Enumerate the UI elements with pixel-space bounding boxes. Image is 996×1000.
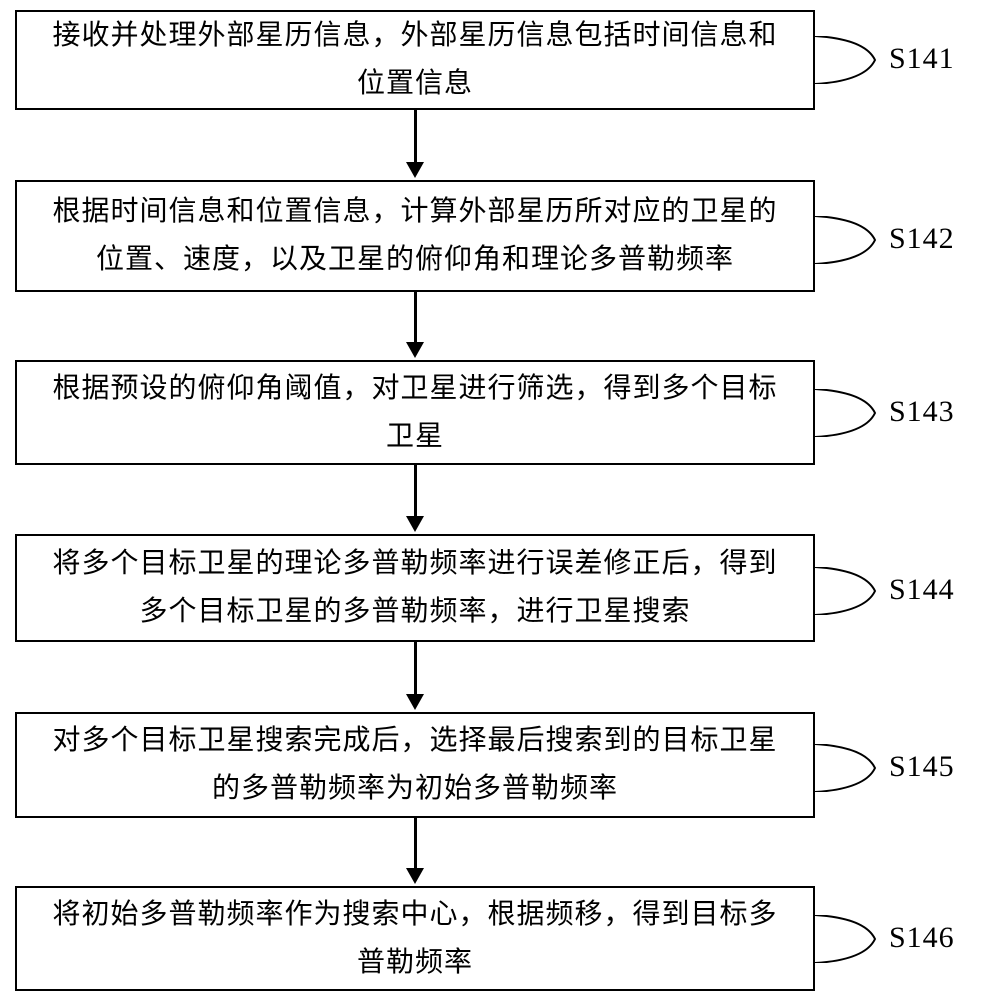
node-text-s142: 根据时间信息和位置信息，计算外部星历所对应的卫星的 位置、速度，以及卫星的俯仰角… [52, 188, 777, 283]
arrow-s143-s144 [414, 465, 417, 518]
step-label-s142: S142 [889, 222, 955, 256]
connector-curve-s146 [815, 915, 889, 963]
node-text-s145: 对多个目标卫星搜索完成后，选择最后搜索到的目标卫星 的多普勒频率为初始多普勒频率 [52, 717, 777, 812]
arrow-head-s142-s143 [406, 342, 424, 358]
node-text-s146: 将初始多普勒频率作为搜索中心，根据频移，得到目标多 普勒频率 [52, 891, 777, 986]
step-label-s141: S141 [889, 42, 955, 76]
flowchart-node-s142: 根据时间信息和位置信息，计算外部星历所对应的卫星的 位置、速度，以及卫星的俯仰角… [15, 180, 815, 292]
step-label-s143: S143 [889, 395, 955, 429]
step-label-s144: S144 [889, 573, 955, 607]
step-label-s145: S145 [889, 750, 955, 784]
arrow-s144-s145 [414, 642, 417, 696]
node-text-s143: 根据预设的俯仰角阈值，对卫星进行筛选，得到多个目标 卫星 [52, 365, 777, 460]
connector-curve-s141 [815, 36, 889, 84]
arrow-head-s143-s144 [406, 516, 424, 532]
connector-curve-s143 [815, 389, 889, 437]
arrow-s142-s143 [414, 292, 417, 344]
arrow-s141-s142 [414, 110, 417, 164]
flowchart-node-s143: 根据预设的俯仰角阈值，对卫星进行筛选，得到多个目标 卫星 [15, 360, 815, 465]
connector-curve-s142 [815, 216, 889, 264]
arrow-head-s145-s146 [406, 868, 424, 884]
connector-curve-s145 [815, 744, 889, 792]
flowchart-node-s141: 接收并处理外部星历信息，外部星历信息包括时间信息和 位置信息 [15, 10, 815, 110]
node-text-s144: 将多个目标卫星的理论多普勒频率进行误差修正后，得到 多个目标卫星的多普勒频率，进… [52, 540, 777, 635]
flowchart-canvas: 接收并处理外部星历信息，外部星历信息包括时间信息和 位置信息 S141 根据时间… [0, 0, 996, 1000]
arrow-head-s144-s145 [406, 694, 424, 710]
arrow-s145-s146 [414, 818, 417, 870]
connector-curve-s144 [815, 567, 889, 615]
arrow-head-s141-s142 [406, 162, 424, 178]
flowchart-node-s145: 对多个目标卫星搜索完成后，选择最后搜索到的目标卫星 的多普勒频率为初始多普勒频率 [15, 712, 815, 818]
flowchart-node-s146: 将初始多普勒频率作为搜索中心，根据频移，得到目标多 普勒频率 [15, 886, 815, 991]
step-label-s146: S146 [889, 921, 955, 955]
node-text-s141: 接收并处理外部星历信息，外部星历信息包括时间信息和 位置信息 [52, 12, 777, 107]
flowchart-node-s144: 将多个目标卫星的理论多普勒频率进行误差修正后，得到 多个目标卫星的多普勒频率，进… [15, 534, 815, 642]
